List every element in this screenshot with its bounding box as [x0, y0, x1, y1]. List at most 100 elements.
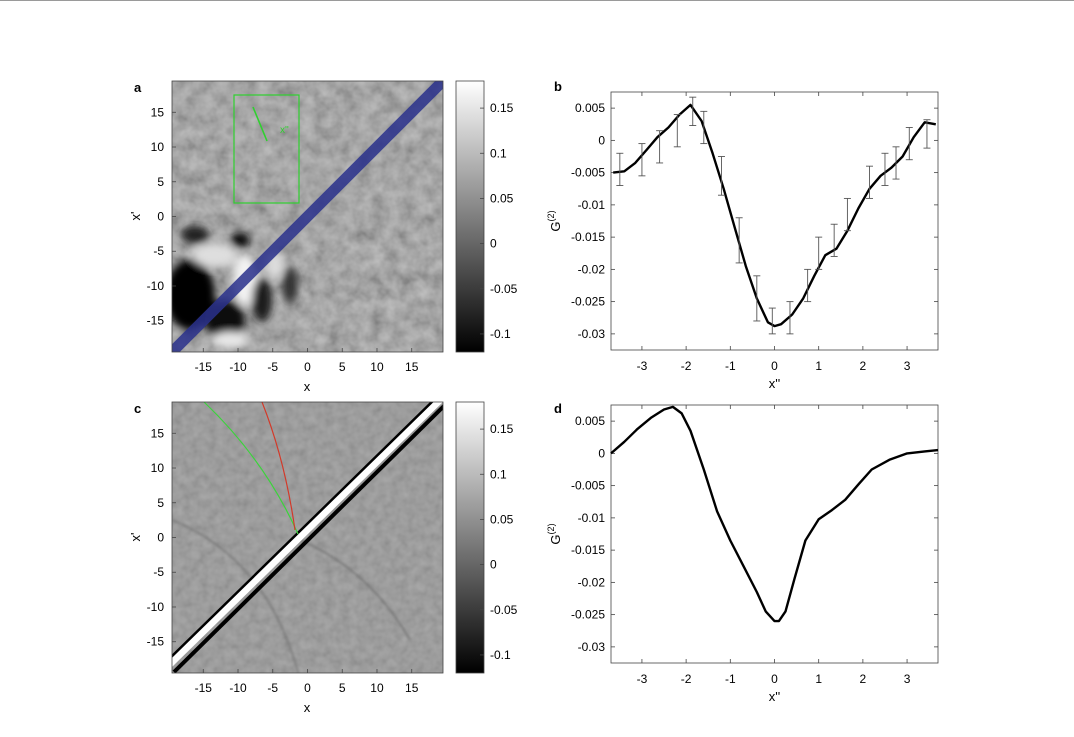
y-tick-label: -10	[147, 600, 165, 614]
y-tick-label: -0.025	[571, 608, 605, 622]
y-axis-label-a: x'	[128, 212, 143, 221]
axes-frame-b	[610, 91, 939, 351]
x-tick-label: 2	[860, 672, 867, 686]
error-bar	[830, 223, 838, 257]
colorbar-tick-label: -0.05	[490, 282, 518, 296]
box-label: x''	[280, 125, 289, 136]
heatmap-a: x''	[172, 81, 443, 352]
colorbar-tick-label: -0.1	[490, 327, 511, 341]
colorbar-tick-label: 0.05	[490, 191, 514, 205]
x-tick-label: -15	[195, 360, 213, 374]
y-tick-label: -0.01	[578, 198, 606, 212]
y-tick-label: 0.005	[575, 414, 605, 428]
y-tick-label: -0.025	[571, 295, 605, 309]
x-tick-label: 3	[904, 359, 911, 373]
error-bar	[700, 110, 708, 145]
colorbar-ticks-c: 0.15 0.1 0.05 0 -0.05 -0.1	[480, 422, 518, 662]
error-bar	[656, 130, 664, 164]
series-line	[613, 103, 937, 328]
x-tick-label: -5	[267, 681, 278, 695]
x-tick-label: -15	[195, 681, 213, 695]
y-tick-label: -15	[147, 314, 165, 328]
x-axis-label-c: x	[304, 700, 311, 715]
series-line	[610, 405, 939, 623]
error-bar	[892, 146, 900, 180]
x-tick-label: 15	[405, 360, 419, 374]
colorbar-tick-label: 0.05	[490, 512, 514, 526]
colorbar-tick-label: 0.15	[490, 101, 514, 115]
y-tick-label: 0	[157, 210, 164, 224]
error-bar	[923, 119, 931, 149]
panel-label-a: a	[134, 80, 142, 95]
x-tick-label: 0	[304, 681, 311, 695]
y-tick-label: -0.015	[571, 230, 605, 244]
colorbar-tick-label: 0.1	[490, 467, 507, 481]
x-tick-label: 10	[370, 681, 384, 695]
x-tick-label: -1	[725, 672, 736, 686]
error-bar	[804, 268, 812, 303]
x-tick-label: 0	[304, 360, 311, 374]
x-tick-label: -10	[229, 681, 247, 695]
y-tick-label: 5	[157, 175, 164, 189]
x-tick-label: 0	[771, 359, 778, 373]
x-tick-label: -10	[229, 360, 247, 374]
panel-label-b: b	[554, 79, 562, 94]
y-tick-label: 15	[151, 105, 165, 119]
y-tick-label: -5	[153, 565, 164, 579]
y-axis-label-c: x'	[128, 533, 143, 542]
colorbar-ticks-a: 0.15 0.1 0.05 0 -0.05 -0.1	[480, 101, 518, 341]
y-tick-label: -0.01	[578, 511, 606, 525]
colorbar-tick-label: 0.1	[490, 146, 507, 160]
y-tick-label: -15	[147, 635, 165, 649]
error-bar	[866, 165, 874, 199]
x-tick-label: 10	[370, 360, 384, 374]
panel-label-c: c	[134, 401, 141, 416]
y-tick-label: -0.03	[578, 327, 606, 341]
heatmap-c	[172, 402, 443, 673]
axes-frame-d	[610, 404, 939, 664]
y-tick-label: -0.02	[578, 262, 606, 276]
x-tick-label: 0	[771, 672, 778, 686]
colorbar-tick-label: -0.1	[490, 648, 511, 662]
x-tick-label: 15	[405, 681, 419, 695]
y-axis-label: G(2)	[546, 523, 563, 544]
error-bar	[905, 127, 913, 161]
panel-label-d: d	[554, 401, 562, 416]
x-tick-label: -2	[681, 359, 692, 373]
y-tick-label: 0	[598, 446, 605, 460]
y-tick-label: 10	[151, 461, 165, 475]
colorbar-c	[455, 401, 485, 674]
y-tick-label: 0	[598, 133, 605, 147]
error-bar	[673, 114, 681, 148]
x-tick-label: -2	[681, 672, 692, 686]
error-bar	[786, 301, 794, 335]
colorbar-tick-label: 0.15	[490, 422, 514, 436]
axis-ticks-a: -15 -10 -5 0 5 10 15 15 10 5 0 -5 -10 -15	[147, 105, 419, 374]
x-axis-label: x''	[769, 689, 780, 704]
y-tick-label: 10	[151, 140, 165, 154]
x-tick-label: 1	[815, 359, 822, 373]
error-bar	[881, 152, 889, 186]
x-tick-label: -5	[267, 360, 278, 374]
x-tick-label: 5	[339, 360, 346, 374]
error-bar	[735, 217, 743, 264]
y-tick-label: -0.015	[571, 543, 605, 557]
colorbar-tick-label: 0	[490, 558, 497, 572]
colorbar-a	[455, 80, 485, 353]
colorbar-tick-label: -0.05	[490, 603, 518, 617]
y-tick-label: 15	[151, 426, 165, 440]
error-bar	[768, 307, 776, 335]
y-tick-label: 0	[157, 531, 164, 545]
x-tick-label: 3	[904, 672, 911, 686]
x-axis-label-a: x	[304, 379, 311, 394]
y-tick-label: -10	[147, 279, 165, 293]
error-bar	[689, 96, 697, 126]
x-tick-label: 1	[815, 672, 822, 686]
axis-ticks-c: -15 -10 -5 0 5 10 15 15 10 5 0 -5 -10 -15	[147, 426, 419, 695]
y-tick-label: -0.02	[578, 575, 606, 589]
error-bar	[616, 152, 624, 186]
x-tick-label: -3	[637, 672, 648, 686]
error-bar	[815, 236, 823, 270]
y-tick-label: 0.005	[575, 101, 605, 115]
